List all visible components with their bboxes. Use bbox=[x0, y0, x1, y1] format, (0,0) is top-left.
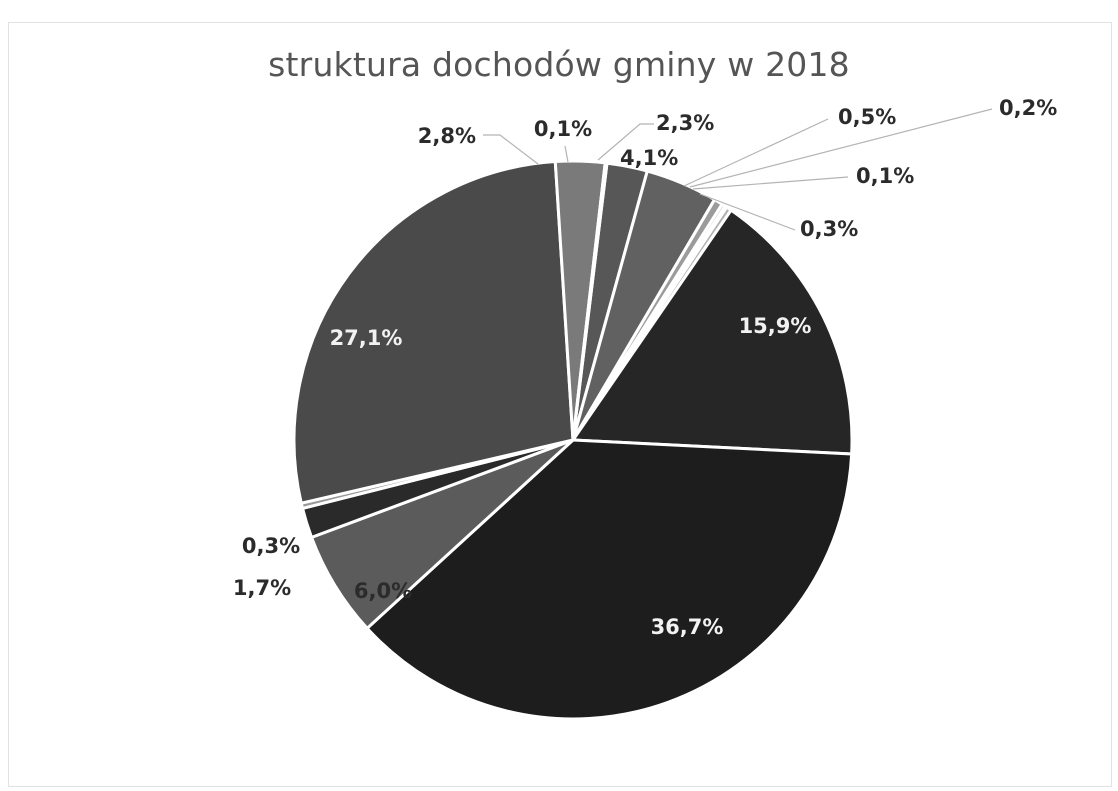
data-label: 0,1% bbox=[856, 164, 914, 188]
leader-line bbox=[683, 118, 829, 187]
data-label: 15,9% bbox=[739, 314, 812, 338]
pie-slice bbox=[292, 160, 575, 505]
data-label: 0,1% bbox=[534, 117, 592, 141]
leader-line bbox=[699, 193, 796, 231]
data-labels: 2,3% 4,1% 0,5% 0,2% 0,1% 0,3% 15,9% 36,7% 6,0% 1,… bbox=[233, 96, 1057, 639]
pie-slice bbox=[571, 161, 609, 442]
leader-line bbox=[483, 134, 539, 165]
pie-slices bbox=[292, 159, 854, 721]
chart-title: struktura dochodów gminy w 2018 bbox=[268, 45, 850, 84]
leader-lines bbox=[483, 108, 993, 231]
data-label: 1,7% bbox=[233, 576, 291, 600]
leader-line bbox=[692, 176, 849, 190]
data-label: 2,3% bbox=[656, 111, 714, 135]
data-label: 2,8% bbox=[418, 124, 476, 148]
pie-slice bbox=[365, 438, 854, 721]
data-label: 27,1% bbox=[330, 326, 403, 350]
leader-line bbox=[564, 145, 569, 163]
data-label: 6,0% bbox=[354, 579, 412, 603]
data-label: 4,1% bbox=[620, 146, 678, 170]
leader-line bbox=[597, 123, 654, 161]
data-label: 0,2% bbox=[999, 96, 1057, 120]
data-label: 0,5% bbox=[838, 105, 896, 129]
leader-line bbox=[689, 108, 993, 188]
data-label: 0,3% bbox=[800, 217, 858, 241]
data-label: 0,3% bbox=[242, 534, 300, 558]
data-label: 36,7% bbox=[651, 615, 724, 639]
pie-slice bbox=[571, 208, 854, 456]
